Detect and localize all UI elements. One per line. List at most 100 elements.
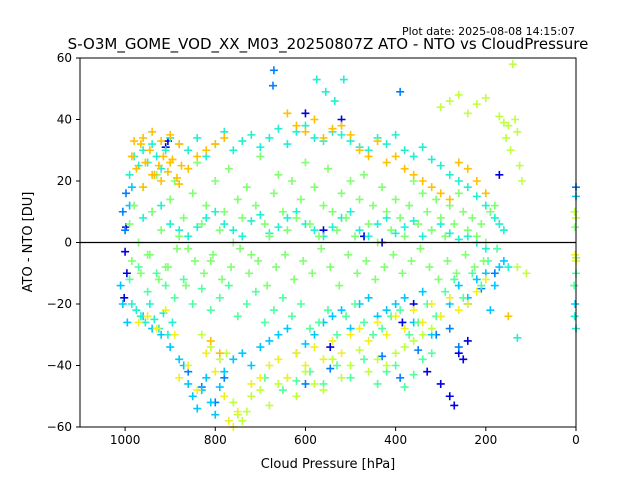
scatter-point: [202, 373, 211, 382]
scatter-point: [459, 207, 468, 216]
scatter-point: [344, 250, 353, 259]
scatter-point: [490, 213, 499, 222]
scatter-point: [373, 379, 382, 388]
scatter-point: [400, 383, 409, 392]
scatter-point: [272, 263, 281, 272]
scatter-point: [274, 170, 283, 179]
scatter-point: [136, 140, 145, 149]
x-axis-label: Cloud Pressure [hPa]: [261, 457, 396, 472]
scatter-point: [360, 318, 369, 327]
scatter-point: [274, 379, 283, 388]
scatter-point: [238, 137, 247, 146]
scatter-point: [391, 349, 400, 358]
scatter-point: [121, 247, 130, 256]
scatter-point: [418, 189, 427, 198]
scatter-point: [161, 306, 170, 315]
scatter-point: [405, 330, 414, 339]
scatter-point: [179, 213, 188, 222]
scatter-point: [364, 232, 373, 241]
scatter-point: [423, 207, 432, 216]
scatter-point: [481, 93, 490, 102]
scatter-point: [472, 287, 481, 296]
scatter-point: [292, 349, 301, 358]
scatter-point: [355, 195, 364, 204]
scatter-point: [247, 216, 256, 225]
scatter-point: [222, 349, 231, 358]
x-tick-label: 200: [474, 433, 497, 447]
scatter-point: [454, 158, 463, 167]
scatter-point: [211, 207, 220, 216]
scatter-point: [454, 281, 463, 290]
scatter-point: [170, 330, 179, 339]
scatter-point: [468, 269, 477, 278]
scatter-point: [463, 226, 472, 235]
scatter-point: [310, 133, 319, 142]
scatter-markers: [116, 60, 580, 431]
chart-title: S-O3M_GOME_VOD_XX_M03_20250807Z ATO - NT…: [68, 35, 589, 54]
scatter-point: [570, 281, 579, 290]
scatter-point: [145, 250, 154, 259]
y-axis-label: ATO - NTO [DU]: [21, 192, 36, 293]
scatter-point: [209, 250, 218, 259]
scatter-point: [238, 213, 247, 222]
scatter-point: [148, 170, 157, 179]
scatter-point: [418, 143, 427, 152]
scatter-point: [193, 386, 202, 395]
scatter-point: [224, 164, 233, 173]
y-tick-label: 0: [64, 236, 72, 250]
scatter-point: [139, 133, 148, 142]
scatter-point: [508, 60, 517, 69]
scatter-point: [425, 263, 434, 272]
scatter-point: [220, 220, 229, 229]
scatter-point: [378, 183, 387, 192]
scatter-point: [326, 263, 335, 272]
scatter-point: [470, 263, 479, 272]
scatter-point: [355, 346, 364, 355]
y-tick-label: 20: [57, 174, 72, 188]
scatter-point: [382, 207, 391, 216]
scatter-point: [256, 152, 265, 161]
scatter-point: [396, 373, 405, 382]
scatter-point: [283, 213, 292, 222]
scatter-point: [229, 398, 238, 407]
scatter-point: [398, 269, 407, 278]
scatter-point: [206, 398, 215, 407]
scatter-point: [269, 189, 278, 198]
scatter-point: [450, 220, 459, 229]
scatter-point: [193, 133, 202, 142]
scatter-point: [148, 207, 157, 216]
scatter-point: [321, 87, 330, 96]
scatter-point: [445, 170, 454, 179]
scatter-point: [391, 361, 400, 370]
scatter-point: [148, 140, 157, 149]
scatter-point: [283, 324, 292, 333]
scatter-point: [454, 343, 463, 352]
scatter-point: [188, 300, 197, 308]
scatter-point: [493, 244, 502, 253]
scatter-point: [364, 152, 373, 161]
scatter-point: [184, 164, 193, 173]
scatter-point: [355, 324, 364, 333]
scatter-point: [152, 324, 161, 333]
scatter-point: [353, 269, 362, 278]
scatter-point: [445, 195, 454, 204]
scatter-point: [175, 355, 184, 364]
scatter-point: [511, 115, 520, 124]
scatter-point: [328, 207, 337, 216]
scatter-point: [382, 140, 391, 149]
scatter-point: [170, 293, 179, 302]
scatter-point: [337, 189, 346, 198]
scatter-point: [278, 207, 287, 216]
scatter-point: [292, 121, 301, 130]
scatter-point: [481, 275, 490, 284]
scatter-point: [256, 373, 265, 382]
scatter-point: [242, 407, 251, 416]
scatter-point: [364, 336, 373, 345]
scatter-point: [215, 349, 224, 358]
x-tick-label: 1000: [110, 433, 141, 447]
scatter-point: [136, 269, 145, 278]
scatter-point: [405, 201, 414, 210]
scatter-point: [409, 370, 418, 379]
scatter-point: [166, 158, 175, 167]
plot-date-label: Plot date: 2025-08-08 14:15:07: [402, 25, 575, 38]
